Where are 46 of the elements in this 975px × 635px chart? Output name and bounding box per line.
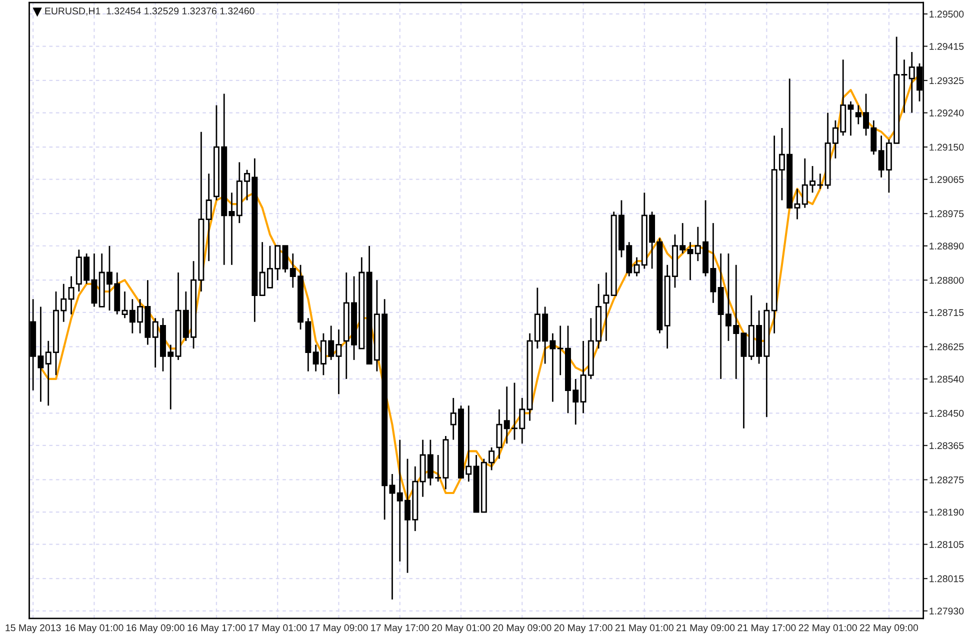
y-tick-label: 1.28190 (930, 508, 964, 516)
y-tick-label: 1.29065 (930, 176, 964, 183)
x-tick-label: 17 May 17:00 (371, 624, 429, 634)
y-tick-label: 1.28625 (930, 343, 964, 350)
candlestick (603, 272, 610, 342)
x-tick-label: 17 May 01:00 (248, 624, 307, 634)
x-tick-label: 22 May 01:00 (798, 624, 857, 634)
x-tick-label: 17 May 09:00 (310, 624, 368, 634)
y-tick-label: 1.28715 (930, 309, 964, 316)
candlestick (228, 192, 235, 266)
y-tick-label: 1.28540 (930, 376, 964, 383)
y-tick-label: 1.28800 (930, 276, 964, 284)
y-tick-label: 1.28275 (930, 476, 964, 484)
y-tick-label: 1.28450 (930, 410, 964, 417)
candlestick (794, 188, 800, 220)
chart-title: EURUSD,H1 1.32454 1.32529 1.32376 1.32460 (45, 8, 254, 16)
y-tick-label: 1.29415 (930, 43, 964, 50)
y-tick-label: 1.29325 (930, 77, 964, 84)
y-tick-label: 1.29500 (930, 10, 964, 18)
x-tick-label: 21 May 01:00 (615, 624, 674, 634)
x-tick-label: 21 May 09:00 (676, 624, 735, 634)
x-tick-label: 20 May 17:00 (554, 624, 612, 634)
x-tick-label: 16 May 01:00 (65, 624, 124, 634)
candlestick (336, 328, 342, 395)
y-tick-label: 1.28975 (930, 210, 964, 218)
candlestick (634, 256, 640, 277)
x-tick-label: 20 May 01:00 (432, 624, 490, 634)
x-tick-label: 16 May 09:00 (126, 624, 184, 634)
x-tick-label: 16 May 17:00 (188, 624, 246, 634)
candlestick (206, 172, 212, 262)
y-tick-label: 1.28105 (930, 541, 964, 548)
candlestick (68, 276, 74, 316)
candlestick (282, 245, 288, 274)
y-tick-label: 1.28015 (930, 575, 964, 582)
candlestick (740, 332, 747, 430)
y-tick-label: 1.27930 (930, 608, 964, 615)
candlestick (687, 241, 694, 281)
x-tick-label: 21 May 17:00 (738, 624, 796, 634)
x-tick-label: 15 May 2013 (6, 624, 61, 634)
y-tick-label: 1.29150 (930, 144, 964, 151)
x-tick-label: 22 May 09:00 (860, 624, 918, 634)
y-tick-label: 1.28890 (930, 242, 964, 250)
y-tick-label: 1.29240 (930, 110, 964, 116)
x-tick-label: 20 May 09:00 (493, 624, 552, 634)
candlestick (496, 408, 502, 460)
y-tick-label: 1.28365 (930, 442, 964, 450)
